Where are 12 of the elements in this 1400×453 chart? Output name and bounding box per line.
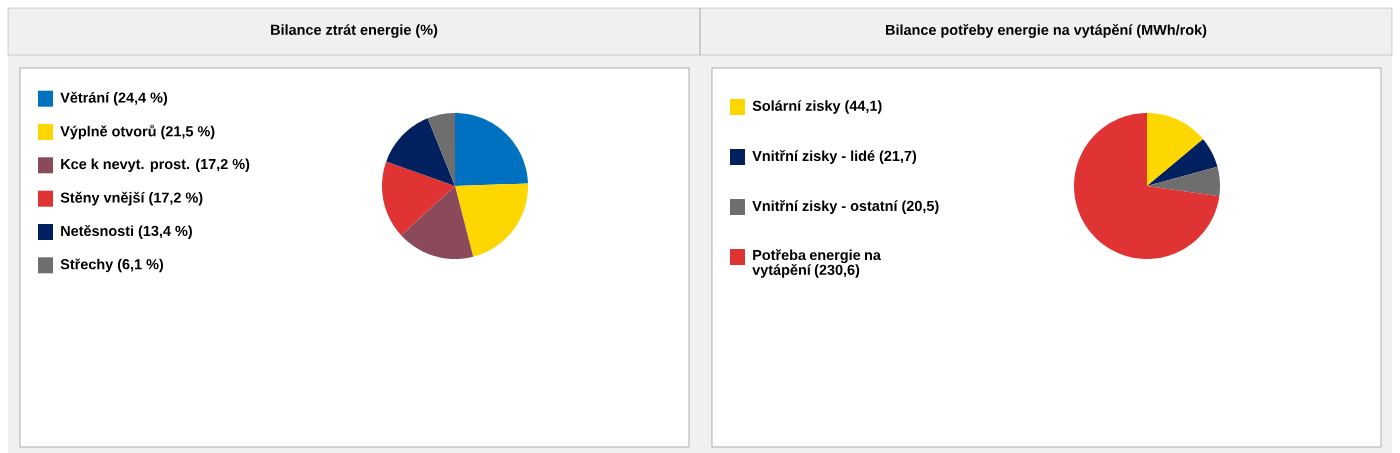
chart-title: Bilance ztrát energie (%) [271, 24, 438, 38]
legend-label: Střechy (6,1 %) [60, 258, 164, 273]
legend-label: Potřeba energie na vytápění (230,6) [752, 249, 881, 278]
legend-label: Netěsnosti (13,4 %) [61, 225, 192, 239]
legend-label: Výplně otvorů (21,5 %) [60, 124, 215, 140]
legend-label: Stěny vnější (17,2 %) [60, 191, 203, 206]
legend-label: Solární zisky (44,1) [752, 100, 882, 114]
chart-title: Bilance potřeby energie na vytápění (MWh/rok) [886, 24, 1207, 38]
legend-label: Větrání (24,4 %) [60, 91, 168, 106]
legend-label: Kce k nevyt. prost. (17,2 %) [61, 158, 250, 173]
legend-label: Vnitřní zisky - ostatní (20,5) [752, 200, 939, 214]
legend-label: Vnitřní zisky - lidé (21,7) [752, 150, 917, 164]
